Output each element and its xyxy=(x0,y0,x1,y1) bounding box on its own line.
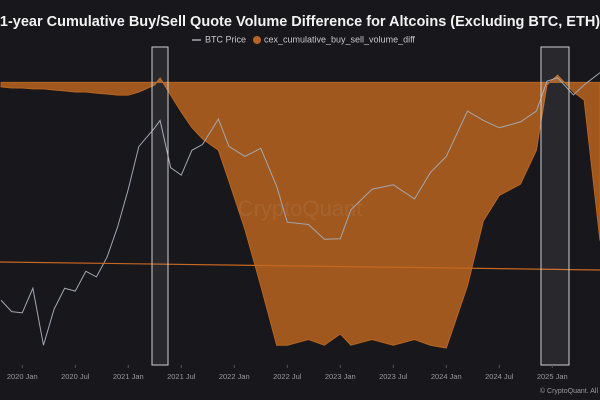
x-tick-label: 2023 Jul xyxy=(379,372,408,381)
footer: © CryptoQuant. All xyxy=(540,387,599,395)
legend-label[interactable]: BTC Price xyxy=(205,34,246,44)
watermark: CryptoQuant xyxy=(238,196,363,221)
x-tick-label: 2022 Jul xyxy=(273,372,302,381)
area xyxy=(0,74,600,349)
x-tick-label: 2024 Jul xyxy=(485,372,514,381)
x-tick-label: 2023 Jan xyxy=(325,372,356,381)
x-tick-label: 2020 Jul xyxy=(61,372,90,381)
x-tick-label: 2025 Jan xyxy=(537,372,568,381)
x-tick-label: 2021 Jan xyxy=(113,372,144,381)
chart-title: 1-year Cumulative Buy/Sell Quote Volume … xyxy=(0,14,600,30)
plot-area xyxy=(0,72,600,349)
reference-line xyxy=(0,261,600,271)
line xyxy=(0,72,600,346)
highlight-box xyxy=(540,46,570,366)
x-tick-label: 2021 Jul xyxy=(167,372,196,381)
x-tick-label: 2022 Jan xyxy=(219,372,250,381)
x-tick-label: 2020 Jan xyxy=(7,372,38,381)
highlight-box xyxy=(151,46,169,366)
legend-label[interactable]: cex_cumulative_buy_sell_volume_diff xyxy=(264,34,415,44)
legend-swatch xyxy=(253,36,261,44)
x-tick-label: 2024 Jan xyxy=(431,372,462,381)
